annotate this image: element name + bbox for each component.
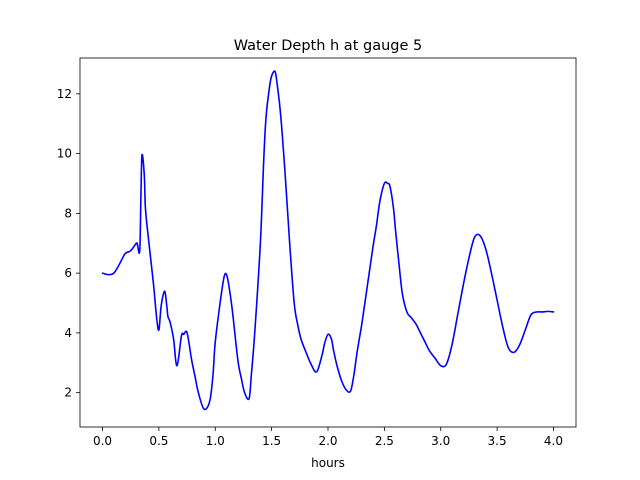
x-tick-label: 2.5 — [375, 434, 394, 448]
y-tick-label: 4 — [64, 326, 72, 340]
series-line-water-depth — [101, 70, 555, 411]
y-tick-label: 8 — [64, 206, 72, 220]
x-tick-label: 0.0 — [93, 434, 112, 448]
y-tick-label: 10 — [57, 147, 72, 161]
x-tick-label: 3.5 — [488, 434, 507, 448]
x-axis: 0.0 0.5 1.0 1.5 2.0 2.5 3.0 3.5 4.0 — [93, 427, 563, 448]
x-tick-label: 3.0 — [431, 434, 450, 448]
y-tick-label: 2 — [64, 386, 72, 400]
y-tick-label: 6 — [64, 266, 72, 280]
plot-area — [101, 70, 555, 411]
x-tick-label: 0.5 — [149, 434, 168, 448]
x-tick-label: 1.5 — [262, 434, 281, 448]
chart-title: Water Depth h at gauge 5 — [234, 38, 422, 54]
x-axis-label: hours — [311, 456, 345, 470]
x-tick-label: 2.0 — [318, 434, 337, 448]
x-tick-label: 1.0 — [206, 434, 225, 448]
x-tick-label: 4.0 — [544, 434, 563, 448]
y-tick-label: 12 — [57, 87, 72, 101]
y-axis: 2 4 6 8 10 12 — [57, 87, 80, 400]
